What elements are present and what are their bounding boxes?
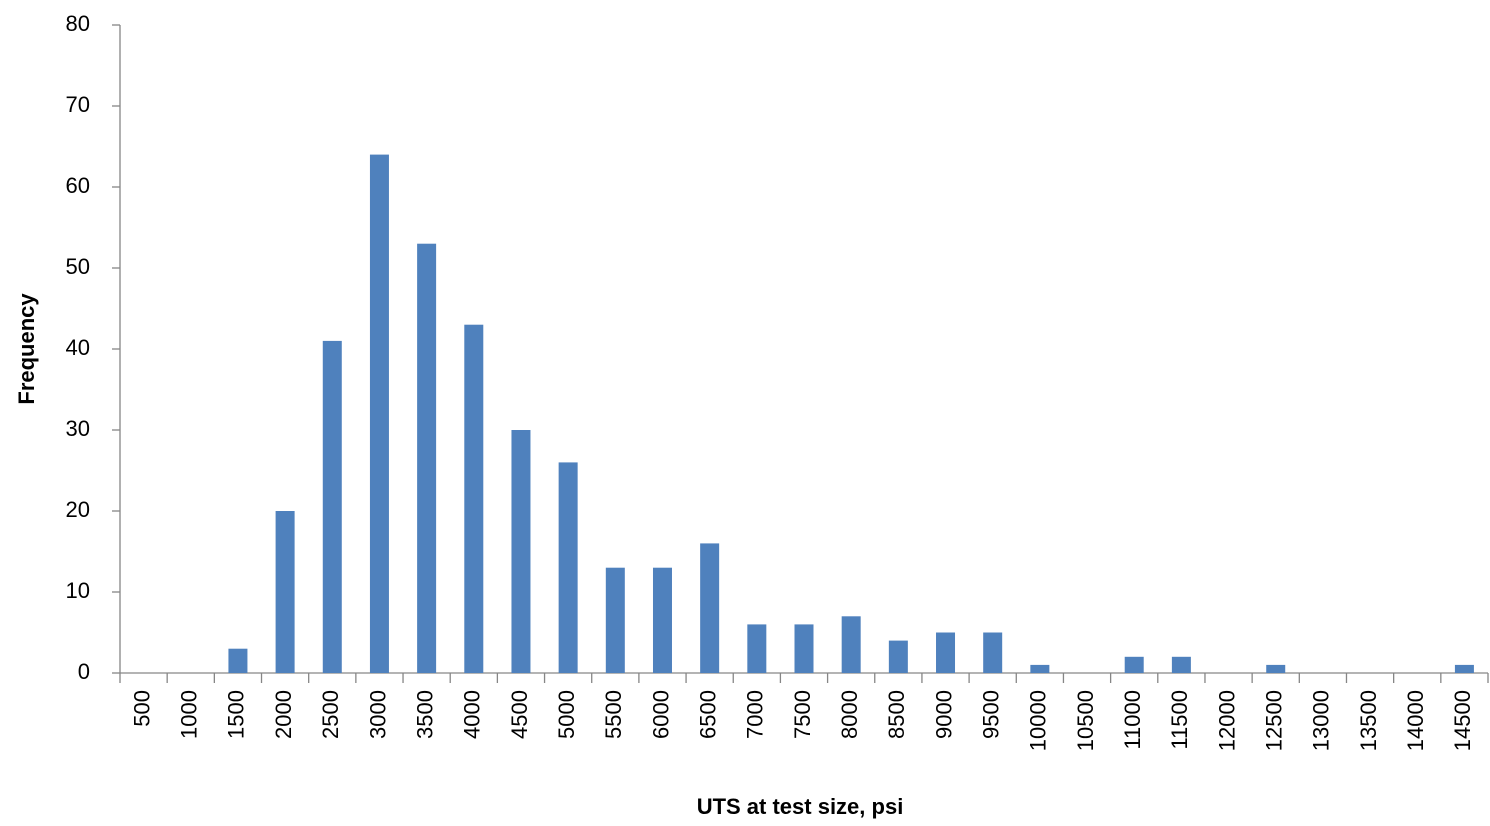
x-tick-label: 12500: [1262, 690, 1287, 751]
y-tick-label: 30: [66, 416, 90, 441]
x-tick-label: 13500: [1356, 690, 1381, 751]
y-tick-label: 60: [66, 173, 90, 198]
bar: [700, 543, 720, 673]
x-tick-label: 1000: [177, 690, 202, 739]
y-tick-label: 70: [66, 92, 90, 117]
x-tick-label: 1500: [224, 690, 249, 739]
y-tick-label: 50: [66, 254, 90, 279]
x-axis-title: UTS at test size, psi: [697, 794, 904, 819]
bar: [1266, 664, 1286, 673]
x-tick-label: 10500: [1073, 690, 1098, 751]
y-tick-label: 0: [78, 659, 90, 684]
x-tick-label: 2500: [318, 690, 343, 739]
x-tick-label: 7000: [743, 690, 768, 739]
x-tick-label: 6500: [695, 690, 720, 739]
x-tick-label: 14500: [1450, 690, 1475, 751]
x-tick-label: 9500: [979, 690, 1004, 739]
x-tick-label: 500: [129, 690, 154, 727]
x-tick-label: 8500: [884, 690, 909, 739]
x-tick-label: 12000: [1214, 690, 1239, 751]
x-tick-label: 2000: [271, 690, 296, 739]
x-tick-label: 4000: [460, 690, 485, 739]
bar: [1171, 656, 1191, 673]
bar: [983, 632, 1003, 673]
bar: [1454, 664, 1474, 673]
x-tick-label: 11500: [1167, 690, 1192, 750]
bar: [511, 430, 531, 673]
y-tick-label: 10: [66, 578, 90, 603]
bar: [417, 243, 437, 673]
x-tick-label: 5000: [554, 690, 579, 739]
bar: [747, 624, 767, 673]
bar: [605, 567, 625, 673]
bar: [275, 511, 295, 673]
bar: [841, 616, 861, 673]
x-tick-label: 9000: [931, 690, 956, 739]
x-tick-label: 5500: [601, 690, 626, 739]
bar: [369, 154, 389, 674]
bar: [1124, 656, 1144, 673]
y-axis-title: Frequency: [14, 293, 39, 405]
x-tick-label: 6000: [648, 690, 673, 739]
bar: [558, 462, 578, 673]
y-tick-label: 80: [66, 11, 90, 36]
bar: [936, 632, 956, 673]
x-tick-label: 10000: [1026, 690, 1051, 751]
bar: [888, 640, 908, 673]
y-tick-label: 40: [66, 335, 90, 360]
bar: [1030, 664, 1050, 673]
x-tick-label: 8000: [837, 690, 862, 739]
bar: [322, 340, 342, 673]
x-tick-label: 11000: [1120, 690, 1145, 750]
x-tick-label: 13000: [1309, 690, 1334, 751]
y-tick-label: 20: [66, 497, 90, 522]
x-tick-label: 14000: [1403, 690, 1428, 751]
x-tick-label: 4500: [507, 690, 532, 739]
x-tick-label: 3000: [365, 690, 390, 739]
bar: [652, 567, 672, 673]
x-tick-label: 3500: [412, 690, 437, 739]
bar: [228, 648, 248, 673]
bar: [464, 324, 484, 673]
x-tick-label: 7500: [790, 690, 815, 739]
bar: [794, 624, 814, 673]
